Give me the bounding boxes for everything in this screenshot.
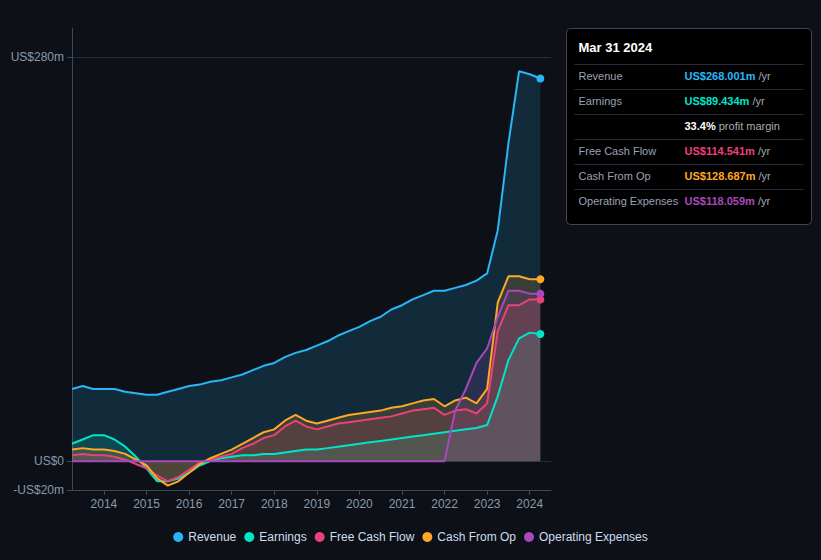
svg-text:2024: 2024 <box>516 497 543 511</box>
svg-text:2023: 2023 <box>474 497 501 511</box>
svg-text:US$0: US$0 <box>34 454 64 468</box>
svg-text:2017: 2017 <box>218 497 245 511</box>
svg-text:/yr: /yr <box>758 145 771 157</box>
svg-text:33.4%: 33.4% <box>685 120 716 132</box>
svg-text:/yr: /yr <box>758 70 771 82</box>
svg-text:2019: 2019 <box>303 497 330 511</box>
svg-text:Cash From Op: Cash From Op <box>437 530 516 544</box>
svg-text:2018: 2018 <box>261 497 288 511</box>
svg-text:2014: 2014 <box>91 497 118 511</box>
svg-text:profit margin: profit margin <box>719 120 780 132</box>
svg-text:/yr: /yr <box>758 195 771 207</box>
svg-text:Revenue: Revenue <box>579 70 623 82</box>
svg-text:Earnings: Earnings <box>259 530 306 544</box>
svg-text:Operating Expenses: Operating Expenses <box>539 530 648 544</box>
svg-text:2016: 2016 <box>176 497 203 511</box>
svg-text:2020: 2020 <box>346 497 373 511</box>
svg-text:US$89.434m: US$89.434m <box>685 95 750 107</box>
svg-text:US$118.059m: US$118.059m <box>685 195 756 207</box>
svg-text:US$128.687m: US$128.687m <box>685 170 756 182</box>
svg-text:/yr: /yr <box>752 95 765 107</box>
svg-text:Earnings: Earnings <box>579 95 623 107</box>
svg-text:Revenue: Revenue <box>188 530 236 544</box>
svg-text:-US$20m: -US$20m <box>13 483 64 497</box>
svg-text:2021: 2021 <box>389 497 416 511</box>
svg-text:2022: 2022 <box>431 497 458 511</box>
svg-text:US$268.001m: US$268.001m <box>685 70 756 82</box>
svg-text:US$114.541m: US$114.541m <box>685 145 756 157</box>
svg-text:/yr: /yr <box>758 170 771 182</box>
svg-text:US$280m: US$280m <box>11 50 64 64</box>
svg-text:Mar 31 2024: Mar 31 2024 <box>579 40 653 55</box>
svg-text:2015: 2015 <box>133 497 160 511</box>
svg-text:Cash From Op: Cash From Op <box>579 170 651 182</box>
svg-text:Free Cash Flow: Free Cash Flow <box>330 530 415 544</box>
svg-text:Operating Expenses: Operating Expenses <box>579 195 679 207</box>
svg-text:Free Cash Flow: Free Cash Flow <box>579 145 657 157</box>
